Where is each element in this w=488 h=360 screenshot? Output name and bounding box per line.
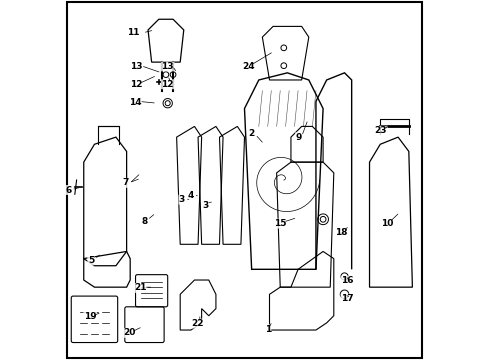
Text: 12: 12: [130, 80, 142, 89]
Text: 4: 4: [187, 190, 194, 199]
Text: 23: 23: [374, 126, 386, 135]
Text: 3: 3: [202, 201, 208, 210]
Text: 12: 12: [161, 80, 174, 89]
Text: 24: 24: [241, 62, 254, 71]
Text: 7: 7: [122, 178, 129, 187]
Text: 16: 16: [341, 276, 353, 285]
Text: 20: 20: [123, 328, 135, 337]
Text: 3: 3: [179, 195, 185, 204]
Text: 22: 22: [191, 319, 203, 328]
Text: 11: 11: [127, 28, 140, 37]
Text: 2: 2: [248, 129, 254, 138]
Text: 17: 17: [340, 294, 353, 303]
Text: 8: 8: [141, 217, 147, 226]
Text: 21: 21: [134, 283, 147, 292]
Text: 6: 6: [65, 185, 72, 194]
Text: 10: 10: [381, 219, 393, 228]
Text: 15: 15: [273, 219, 286, 228]
Text: 14: 14: [129, 98, 142, 107]
Text: 5: 5: [87, 256, 94, 265]
Text: 18: 18: [335, 228, 347, 237]
Text: 1: 1: [264, 325, 270, 334]
Text: 9: 9: [295, 132, 302, 141]
Text: 13: 13: [161, 62, 174, 71]
Text: 13: 13: [130, 62, 142, 71]
Text: 19: 19: [84, 312, 96, 321]
